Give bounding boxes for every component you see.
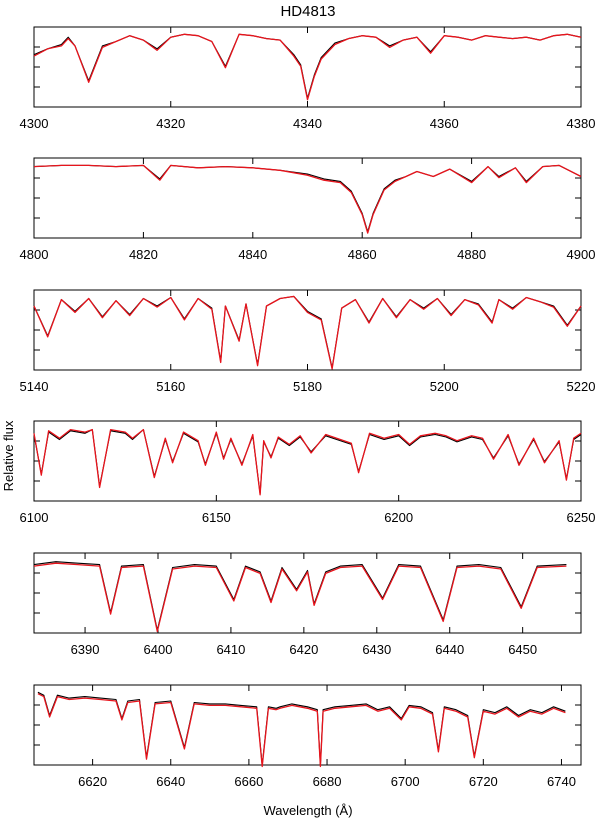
panel-5: 6390 6400 6410 6420 6430 6440 6450 <box>33 552 582 657</box>
series-line-observed <box>33 429 582 495</box>
x-tick-label: 4360 <box>430 116 459 131</box>
x-tick-label: 6440 <box>435 642 464 657</box>
x-tick-label: 6640 <box>156 774 185 789</box>
series-line-observed <box>33 33 582 99</box>
x-tick-label: 6420 <box>289 642 318 657</box>
panel-3: 5140 5160 5180 5200 5220 <box>20 289 596 394</box>
x-tick-label: 4840 <box>238 247 267 262</box>
x-tick-label: 6620 <box>78 774 107 789</box>
y-axis-label: Relative flux <box>1 420 16 491</box>
series-line-model <box>33 33 582 101</box>
x-tick-label: 6410 <box>216 642 245 657</box>
x-tick-label: 4880 <box>457 247 486 262</box>
series-line-model <box>37 693 566 768</box>
panel-6: 6620 6640 6660 6680 6700 6720 6740 <box>33 684 582 789</box>
x-tick-label: 6390 <box>71 642 100 657</box>
x-tick-label: 4820 <box>129 247 158 262</box>
panel-1: 4300 4320 4340 4360 4380 <box>20 26 596 131</box>
x-tick-label: 4300 <box>20 116 49 131</box>
panel-frame <box>33 289 582 371</box>
panel-4: 6100 6150 6200 6250 <box>20 420 596 525</box>
figure-title: HD4813 <box>280 3 335 20</box>
x-tick-label: 4380 <box>567 116 596 131</box>
x-tick-label: 6430 <box>362 642 391 657</box>
series-line-observed <box>33 295 582 369</box>
series-line-model <box>33 562 567 633</box>
panel-frame <box>33 157 582 239</box>
x-tick-label: 6700 <box>391 774 420 789</box>
x-tick-label: 6450 <box>508 642 537 657</box>
series-line-observed <box>33 561 567 631</box>
x-tick-label: 5200 <box>430 379 459 394</box>
series-line-model <box>33 428 582 496</box>
x-tick-label: 6100 <box>20 510 49 525</box>
x-tick-label: 6720 <box>469 774 498 789</box>
x-tick-label: 6680 <box>313 774 342 789</box>
x-tick-label: 5160 <box>156 379 185 394</box>
x-tick-label: 6150 <box>202 510 231 525</box>
series-line-model <box>33 295 582 370</box>
x-tick-label: 6660 <box>234 774 263 789</box>
x-tick-label: 6400 <box>144 642 173 657</box>
series-line-model <box>33 164 582 234</box>
x-tick-label: 4900 <box>567 247 596 262</box>
x-tick-label: 6250 <box>567 510 596 525</box>
x-tick-label: 5140 <box>20 379 49 394</box>
panel-2: 4800 4820 4840 4860 4880 4900 <box>20 157 596 262</box>
x-tick-label: 4800 <box>20 247 49 262</box>
x-tick-label: 5220 <box>567 379 596 394</box>
x-tick-label: 4860 <box>348 247 377 262</box>
x-axis-label: Wavelength (Å) <box>263 803 352 818</box>
x-tick-label: 4340 <box>293 116 322 131</box>
y-axis-label-group: Relative flux <box>1 420 16 491</box>
x-tick-label: 6200 <box>384 510 413 525</box>
spectrum-panels: 4300 4320 4340 4360 4380 4800 4820 4840 4860 4880… <box>20 26 596 789</box>
panel-frame <box>33 26 582 108</box>
x-tick-label: 6740 <box>547 774 576 789</box>
x-tick-label: 5180 <box>293 379 322 394</box>
x-tick-label: 4320 <box>156 116 185 131</box>
panel-frame <box>33 420 582 502</box>
panel-frame <box>33 684 582 766</box>
